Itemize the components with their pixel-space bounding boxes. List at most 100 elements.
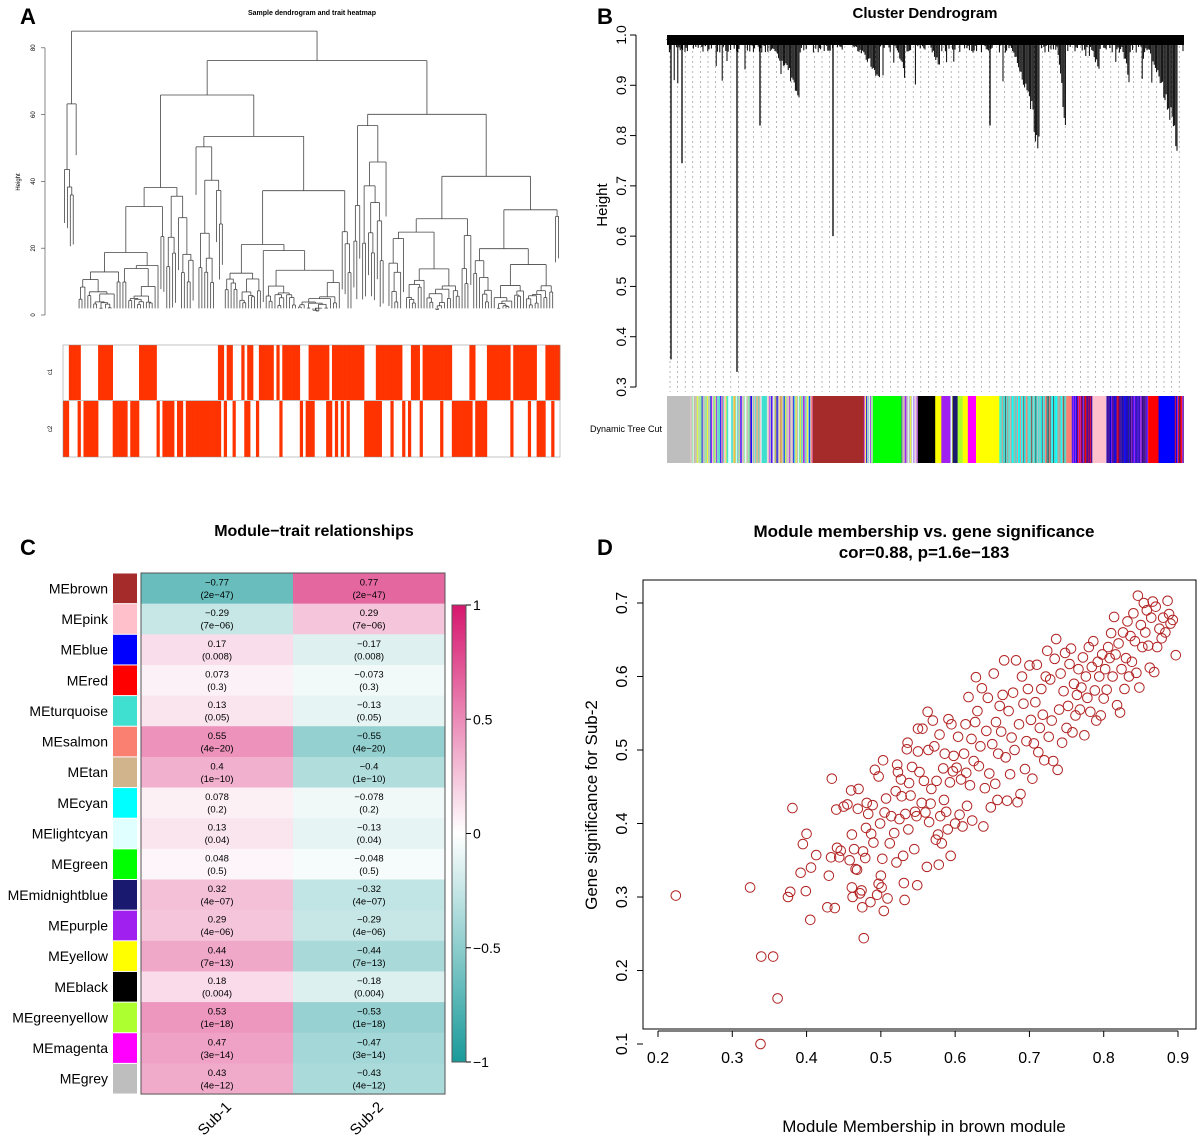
scatter-point (1025, 714, 1037, 726)
scatter-point (1030, 696, 1041, 708)
scatter-point (1104, 652, 1115, 664)
scatter-point (975, 741, 986, 752)
trait-cell-c1 (513, 345, 517, 400)
module-stripe (1021, 396, 1022, 463)
module-stripe (776, 396, 778, 463)
scatter-point (982, 692, 994, 704)
scatter-point (960, 718, 971, 730)
module-stripe (695, 396, 697, 463)
module-stripe (726, 396, 728, 463)
module-stripe (802, 396, 804, 463)
scatter-point (903, 777, 915, 789)
module-stripe (1138, 396, 1140, 463)
trait-cell-c1 (358, 345, 362, 400)
module-stripe (1116, 396, 1118, 463)
scatter-point (1036, 683, 1047, 695)
module-stripe (723, 396, 725, 463)
scatter-point (923, 816, 935, 828)
trait-cell-c2 (86, 401, 90, 457)
module-stripe (744, 396, 745, 463)
trait-cell-c1 (437, 345, 441, 400)
scatter-point (1147, 596, 1159, 607)
y-tick-label: 0 (31, 313, 37, 317)
module-stripe (694, 396, 696, 463)
trait-cell-c2 (165, 401, 169, 457)
module-stripe (1021, 396, 1023, 463)
module-stripe (803, 396, 805, 463)
trait-cell-c1 (381, 345, 385, 400)
cell-pvalue: (0.05) (357, 713, 382, 724)
scatter-point (1126, 656, 1138, 668)
module-stripe (1089, 396, 1091, 463)
heatmap-cell (141, 756, 293, 788)
module-segment-blue (1158, 396, 1176, 463)
module-stripe (785, 396, 787, 463)
scatter-point (944, 777, 956, 788)
y-tick-label: 0.3 (613, 377, 629, 397)
scatter-point (1016, 671, 1028, 682)
scatter-point (900, 808, 911, 820)
trait-cell-c1 (103, 345, 108, 400)
cell-pvalue: (0.05) (205, 713, 230, 724)
module-stripe (1031, 396, 1033, 463)
scatter-point (979, 782, 991, 794)
module-stripe (746, 396, 748, 463)
module-stripe (863, 396, 865, 463)
module-stripe (696, 396, 698, 463)
scatter-point (744, 882, 756, 893)
module-stripe (1072, 396, 1074, 463)
module-color-swatch (113, 941, 137, 971)
module-stripe (1005, 396, 1006, 463)
trait-cell-c2 (340, 401, 344, 457)
module-stripe (699, 396, 701, 463)
module-stripe (802, 396, 804, 463)
module-stripe (1121, 396, 1123, 463)
module-color-swatch (113, 573, 137, 604)
scatter-point (891, 759, 903, 771)
cell-correlation: −0.4 (360, 761, 379, 772)
module-stripe (1043, 396, 1045, 463)
heatmap-cell (293, 634, 445, 666)
module-stripe (1041, 396, 1042, 463)
scatter-point (830, 804, 842, 815)
module-stripe (770, 396, 772, 463)
scatter-point (1044, 674, 1056, 685)
heatmap-cell (293, 848, 445, 880)
scatter-point (1055, 668, 1066, 679)
cell-pvalue: (4e−20) (352, 743, 385, 754)
panel-a-title: Sample dendrogram and trait heatmap (248, 10, 376, 17)
trait-cell-c1 (291, 345, 295, 400)
heatmap-row: MEbrown −0.77(2e−47)0.77(2e−47) (49, 573, 445, 604)
colorbar-label: Dynamic Tree Cut (590, 424, 663, 434)
heatmap-cell (293, 940, 445, 972)
module-stripe (704, 396, 706, 463)
scatter-point (988, 668, 1000, 679)
module-stripe (1027, 396, 1029, 463)
module-stripe (1011, 396, 1013, 463)
trait-cell-c1 (469, 345, 473, 400)
panel-b-dendrogram (666, 35, 1184, 392)
scatter-point (858, 932, 870, 944)
module-stripe (786, 396, 788, 463)
scatter-point (1099, 663, 1111, 675)
module-stripe (870, 396, 872, 463)
module-stripe (691, 396, 693, 463)
module-stripe (722, 396, 724, 463)
scatter-point (871, 889, 883, 901)
trait-cell-c1 (340, 345, 344, 400)
trait-cell-c1 (101, 345, 105, 400)
module-stripe (951, 396, 953, 463)
heatmap-cell (141, 971, 293, 1003)
heatmap-cell (141, 940, 293, 972)
scatter-point (891, 857, 902, 868)
scatter-point (772, 993, 783, 1004)
panel-b-y-axis: 0.3 0.4 0.5 0.6 0.7 0.8 0.9 1.0 (613, 25, 637, 397)
cell-correlation: 0.55 (208, 731, 227, 742)
heatmap-cell (293, 971, 445, 1003)
trait-cell-c1 (545, 345, 549, 400)
scatter-point (966, 815, 978, 826)
module-stripe (1015, 396, 1017, 463)
cell-correlation: 0.17 (208, 639, 227, 650)
module-stripe (1054, 396, 1056, 463)
module-stripe (867, 396, 868, 463)
